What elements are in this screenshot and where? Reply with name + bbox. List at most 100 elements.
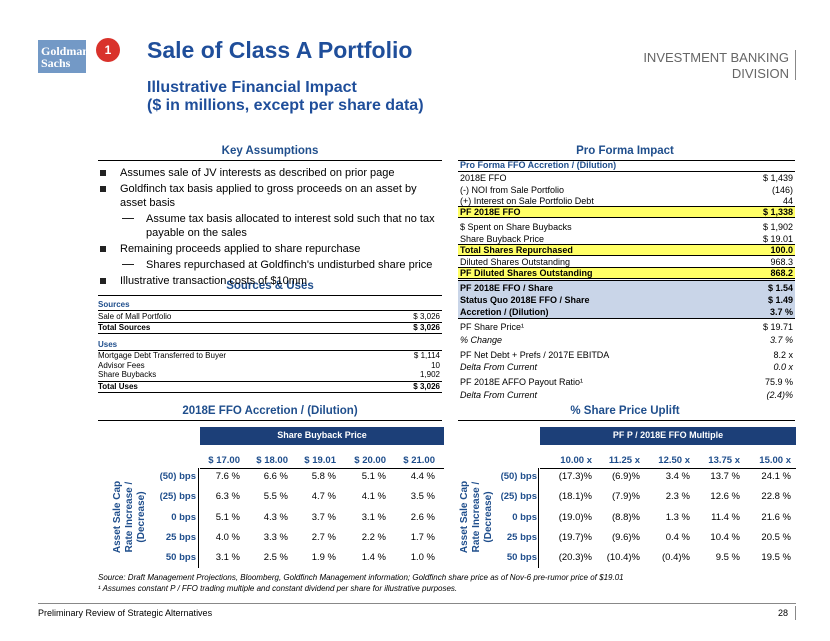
row-value: (2.4)% (766, 390, 793, 400)
row-value: 44 (782, 196, 793, 206)
rule (540, 468, 796, 469)
column-header: $ 18.00 (256, 455, 288, 466)
cell: 1.9 % (311, 552, 336, 564)
row-label: 50 bps (165, 552, 196, 564)
cell: 1.0 % (410, 552, 435, 564)
row-value: 868.2 (770, 268, 793, 278)
section-heading: Pro Forma Impact (576, 145, 674, 157)
table-bar-title: PF P / 2018E FFO Multiple (612, 430, 724, 440)
badge-number: 1 (104, 43, 112, 57)
rule (98, 295, 442, 296)
cell: 0.4 % (665, 531, 690, 543)
rule (98, 322, 442, 323)
column-header: 12.50 x (658, 455, 690, 466)
row-label: PF 2018E AFFO Payout Ratio¹ (460, 377, 584, 387)
row-value: 100.0 (770, 245, 793, 255)
row-label: 0 bps (512, 511, 537, 523)
cell: 3.7 % (311, 511, 336, 523)
row-label: (25) bps (159, 491, 196, 503)
footer-text: Preliminary Review of Strategic Alternat… (38, 608, 213, 618)
total-value: $ 3,026 (413, 381, 440, 391)
row-value: 10 (431, 360, 440, 370)
cell: 6.3 % (215, 491, 240, 503)
cell: 3.4 % (665, 471, 690, 482)
row-label: Diluted Shares Outstanding (460, 257, 571, 267)
row-label: 25 bps (506, 531, 537, 543)
row-label: PF 2018E FFO / Share (460, 283, 554, 293)
row-value: $ 1,114 (413, 351, 440, 360)
cell: (20.3)% (558, 552, 592, 564)
bullet: Assumes sale of JV interests as describe… (98, 166, 444, 180)
cell: 20.5 % (761, 531, 791, 543)
table-header: Uses (98, 340, 118, 349)
cell: 22.8 % (761, 491, 791, 503)
cell: 5.1 % (215, 511, 240, 523)
cell: (17.3)% (558, 471, 592, 482)
total-value: $ 3,026 (413, 323, 440, 332)
division-rule (795, 50, 796, 80)
column-header: $ 20.00 (354, 455, 386, 466)
column-header: 15.00 x (759, 455, 791, 466)
cell: 13.7 % (710, 471, 740, 482)
bullet-square (100, 246, 106, 252)
row-value: $ 1.49 (767, 295, 793, 305)
rule (458, 280, 795, 281)
total-label: Total Uses (98, 381, 138, 391)
column-header: 10.00 x (560, 455, 592, 466)
page-rule (795, 606, 796, 620)
logo-box (38, 40, 86, 73)
row-label: (+) Interest on Sale Portfolio Debt (460, 196, 594, 206)
bullet-text: Assumes sale of JV interests as describe… (120, 167, 395, 179)
row-value: 75.9 % (764, 377, 793, 387)
cell: (9.6)% (612, 531, 640, 543)
row-label: Advisor Fees (98, 360, 145, 370)
rule (98, 380, 442, 382)
column-header: 11.25 x (608, 455, 640, 466)
highlight-row (458, 267, 795, 279)
row-label: Status Quo 2018E FFO / Share (460, 295, 590, 305)
bullet: Goldfinch tax basis applied to gross pro… (98, 182, 444, 210)
bullet-text: Goldfinch tax basis applied to gross pro… (120, 183, 417, 209)
highlight-row (458, 206, 795, 218)
cell: 4.7 % (311, 491, 336, 503)
row-label: 50 bps (506, 552, 537, 564)
row-value: 3.7 % (769, 307, 793, 317)
row-label: PF 2018E FFO (460, 207, 521, 217)
cell: 2.6 % (410, 511, 435, 523)
row-label: PF Diluted Shares Outstanding (460, 268, 593, 278)
cell: 11.4 % (711, 511, 740, 523)
section-heading: % Share Price Uplift (570, 405, 680, 417)
table-bar (540, 427, 796, 445)
row-value: $ 19.71 (762, 322, 793, 332)
rule (98, 160, 442, 161)
subtitle: ($ in millions, except per share data) (147, 97, 424, 114)
column-header: $ 21.00 (403, 455, 435, 466)
rule (38, 603, 796, 604)
row-label: 25 bps (165, 531, 196, 543)
cell: 4.3 % (263, 511, 288, 523)
bullet: Remaining proceeds applied to share repu… (98, 242, 444, 256)
cell: (7.9)% (612, 491, 640, 503)
row-label: Share Buybacks (98, 370, 157, 379)
cell: (6.9)% (612, 471, 640, 482)
rule (200, 468, 444, 469)
row-value: (146) (771, 185, 793, 195)
cell: (8.8)% (612, 511, 640, 523)
row-label: (50) bps (159, 471, 196, 482)
total-label: Total Sources (98, 323, 151, 332)
rule (98, 333, 442, 334)
rule (458, 160, 795, 161)
row-value: $ 1,338 (762, 207, 793, 217)
cell: 12.6 % (710, 491, 740, 503)
sub-bullet: Assume tax basis allocated to interest s… (98, 212, 444, 240)
bullet-square (100, 278, 106, 284)
cell: 7.6 % (215, 471, 240, 482)
row-label: Accretion / (Dilution) (460, 307, 549, 317)
column-header: $ 17.00 (208, 455, 240, 466)
cell: 3.1 % (361, 511, 386, 523)
rule (98, 350, 442, 351)
division: DIVISION (731, 66, 789, 81)
row-label: (25) bps (500, 491, 537, 503)
sub-bullet-text: Shares repurchased at Goldfinch's undist… (146, 259, 433, 271)
